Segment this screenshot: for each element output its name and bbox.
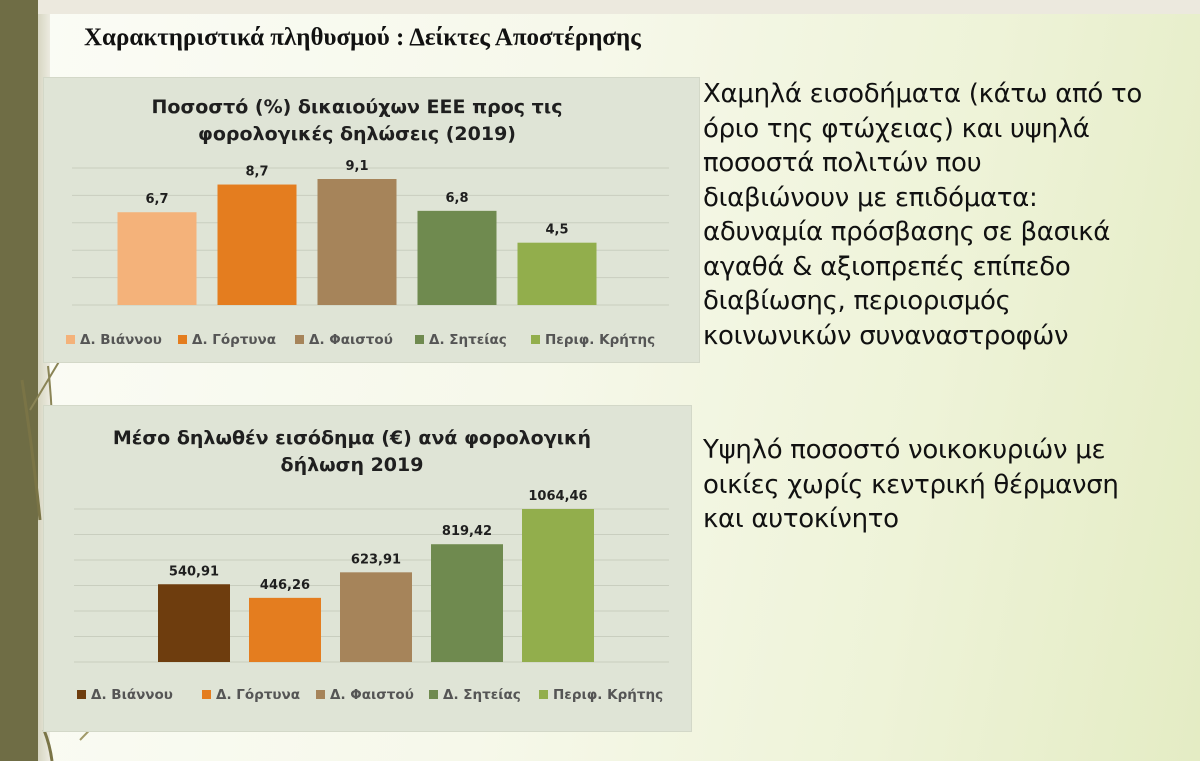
bar bbox=[217, 184, 297, 305]
legend-swatch bbox=[178, 335, 187, 344]
text-line: και αυτοκίνητο bbox=[703, 504, 899, 534]
legend-swatch bbox=[202, 690, 211, 699]
chart-panel-eee-beneficiaries: Ποσοστό (%) δικαιούχων ΕΕΕ προς τις φορολ… bbox=[43, 77, 700, 363]
data-label: 623,91 bbox=[351, 552, 401, 567]
text-line: ποσοστά πολιτών που bbox=[703, 148, 982, 178]
text-line: Χαμηλά εισοδήματα (κάτω από το bbox=[703, 79, 1142, 109]
bar bbox=[158, 584, 230, 662]
bar bbox=[522, 509, 594, 662]
chart-panel-mean-income: Μέσο δηλωθέν εισόδημα (€) ανά φορολογική… bbox=[43, 405, 692, 732]
data-label: 6,7 bbox=[145, 192, 168, 207]
data-label: 9,1 bbox=[345, 159, 368, 174]
chart-title-line: Μέσο δηλωθέν εισόδημα (€) ανά φορολογική bbox=[113, 427, 591, 449]
legend-label: Δ. Γόρτυνα bbox=[216, 687, 300, 703]
bar-chart-mean-income: Μέσο δηλωθέν εισόδημα (€) ανά φορολογική… bbox=[74, 427, 669, 703]
legend-swatch bbox=[539, 690, 548, 699]
data-label: 8,7 bbox=[245, 165, 268, 180]
chart-title-line: δήλωση 2019 bbox=[281, 454, 424, 476]
legend-swatch bbox=[429, 690, 438, 699]
legend-swatch bbox=[77, 690, 86, 699]
bar bbox=[317, 179, 397, 305]
data-label: 1064,46 bbox=[528, 489, 587, 504]
bar bbox=[340, 572, 412, 662]
text-line: οικίες χωρίς κεντρική θέρμανση bbox=[703, 469, 1119, 500]
legend-label: Δ. Γόρτυνα bbox=[192, 332, 276, 348]
text-block-low-income: Χαμηλά εισοδήματα (κάτω από το όριο της φ… bbox=[703, 77, 1198, 353]
legend-label: Δ. Βιάννου bbox=[80, 332, 162, 348]
left-decorative-bar bbox=[0, 0, 38, 761]
legend-label: Δ. Σητείας bbox=[443, 687, 521, 703]
page-title: Χαρακτηριστικά πληθυσμού : Δείκτες Αποστ… bbox=[84, 24, 641, 51]
text-line: αδυναμία πρόσβασης σε βασικά bbox=[703, 217, 1111, 247]
legend-swatch bbox=[66, 335, 75, 344]
chart-title-line: φορολογικές δηλώσεις (2019) bbox=[198, 123, 516, 145]
legend-label: Δ. Βιάννου bbox=[91, 687, 173, 703]
data-label: 4,5 bbox=[545, 223, 568, 238]
text-line: κοινωνικών συναναστροφών bbox=[703, 320, 1069, 351]
legend-label: Περιφ. Κρήτης bbox=[545, 332, 655, 348]
text-line: όριο της φτώχειας) και υψηλά bbox=[703, 113, 1090, 144]
top-band bbox=[38, 0, 1200, 14]
text-line: αγαθά & αξιοπρεπές επίπεδο bbox=[703, 251, 1071, 282]
bar bbox=[431, 544, 503, 662]
chart-title-line: Ποσοστό (%) δικαιούχων ΕΕΕ προς τις bbox=[152, 96, 563, 118]
bar bbox=[249, 597, 321, 662]
legend-swatch bbox=[531, 335, 540, 344]
data-label: 540,91 bbox=[169, 564, 219, 579]
legend-swatch bbox=[295, 335, 304, 344]
text-line: Υψηλό ποσοστό νοικοκυριών με bbox=[703, 435, 1106, 465]
legend-label: Δ. Σητείας bbox=[429, 332, 507, 348]
data-label: 819,42 bbox=[442, 524, 492, 539]
text-block-heating-car: Υψηλό ποσοστό νοικοκυριών με οικίες χωρίς… bbox=[703, 433, 1198, 537]
legend-swatch bbox=[316, 690, 325, 699]
data-label: 6,8 bbox=[445, 191, 468, 206]
legend-label: Δ. Φαιστού bbox=[330, 687, 414, 703]
bar bbox=[517, 242, 597, 305]
legend-label: Δ. Φαιστού bbox=[309, 332, 393, 348]
legend-swatch bbox=[415, 335, 424, 344]
legend-label: Περιφ. Κρήτης bbox=[553, 687, 663, 703]
text-line: διαβίωσης, περιορισμός bbox=[703, 286, 1011, 316]
text-line: διαβιώνουν με επιδόματα: bbox=[703, 182, 1038, 213]
data-label: 446,26 bbox=[260, 578, 310, 593]
bar bbox=[117, 212, 197, 305]
bar-chart-eee-beneficiaries: Ποσοστό (%) δικαιούχων ΕΕΕ προς τις φορολ… bbox=[66, 96, 669, 348]
bar bbox=[417, 210, 497, 305]
